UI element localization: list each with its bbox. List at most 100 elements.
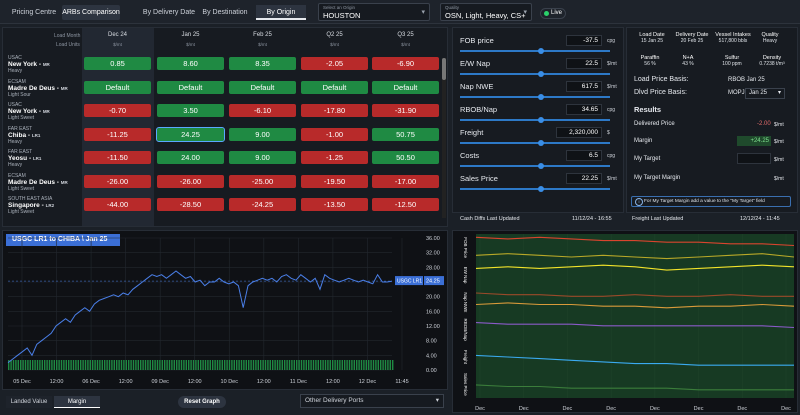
arb-cell[interactable]: 50.75 xyxy=(372,127,439,141)
arb-cell[interactable]: -1.25 xyxy=(301,151,368,164)
row-label[interactable]: ECSAM Madre De Deus - MR Light Sour xyxy=(8,79,76,98)
volume-bar xyxy=(346,360,348,370)
slider-track[interactable] xyxy=(460,48,610,54)
arb-cell[interactable]: -24.25 xyxy=(229,198,296,211)
dlvd-month-select[interactable]: Jan 25 ▾ xyxy=(745,88,785,99)
arb-cell[interactable]: -6.10 xyxy=(229,104,296,117)
row-label[interactable]: ECSAM Madre De Deus - MR Light Sweet xyxy=(8,173,76,192)
row-label[interactable]: USAC New York - MR Light Sweet xyxy=(8,102,76,121)
arb-cell[interactable]: -6.90 xyxy=(372,57,439,70)
slider-value-input[interactable]: 2,320,000 xyxy=(556,127,602,138)
slider-value-input[interactable]: 22.5 xyxy=(566,58,602,69)
row-label[interactable]: FAR EAST Chiba - LR1 Heavy xyxy=(8,126,76,145)
volume-bar xyxy=(332,360,334,370)
slider-handle[interactable] xyxy=(538,71,544,77)
arb-cell[interactable]: -17.80 xyxy=(301,104,368,117)
arb-cell[interactable]: Default xyxy=(372,80,439,94)
slider-handle[interactable] xyxy=(538,163,544,169)
arb-cell[interactable]: 24.00 xyxy=(157,151,224,164)
slider-value-input[interactable]: -37.5 xyxy=(566,35,602,46)
arb-cell[interactable]: -25.00 xyxy=(229,174,296,188)
arb-cell[interactable]: -2.05 xyxy=(301,57,368,70)
arb-cell[interactable]: 24.25 xyxy=(156,126,225,142)
arb-cell[interactable]: -13.50 xyxy=(301,198,368,211)
volume-bar xyxy=(312,360,315,370)
arb-cell[interactable]: 9.00 xyxy=(229,151,296,164)
arb-cell[interactable]: -28.50 xyxy=(157,198,224,211)
reset-graph-button[interactable]: Reset Graph xyxy=(178,396,226,408)
volume-bar xyxy=(315,360,317,370)
arb-cell[interactable]: -26.00 xyxy=(84,174,151,188)
row-label[interactable]: SOUTH EAST ASIA Singapore - LR2 Light Swee… xyxy=(8,196,76,215)
arb-cell[interactable]: -44.00 xyxy=(84,198,151,211)
slider-track[interactable] xyxy=(460,140,610,146)
arb-cell[interactable]: -26.00 xyxy=(157,174,224,188)
volume-bar xyxy=(185,360,187,370)
slider-handle[interactable] xyxy=(538,117,544,123)
arb-cell[interactable]: 3.50 xyxy=(157,104,224,117)
arb-cell[interactable]: Default xyxy=(84,80,151,94)
tab-by-origin[interactable]: By Origin xyxy=(256,5,306,20)
slider-handle[interactable] xyxy=(538,186,544,192)
slider-value-input[interactable]: 6.5 xyxy=(566,150,602,161)
tab-margin[interactable]: Margin xyxy=(54,396,100,408)
slider-track[interactable] xyxy=(460,117,610,123)
arb-cell[interactable]: -19.50 xyxy=(301,174,368,188)
origin-select[interactable]: Select an Origin HOUSTON ▾ xyxy=(318,3,430,21)
tab-by-delivery-date[interactable]: By Delivery Date xyxy=(142,9,196,16)
arb-cell[interactable]: -17.00 xyxy=(372,174,439,188)
panel-label: Sales Price xyxy=(463,373,468,396)
slider-track[interactable] xyxy=(460,94,610,100)
volume-bar xyxy=(389,360,391,370)
grid-scrollbar[interactable] xyxy=(442,58,446,218)
row-code: LR2 xyxy=(45,203,55,208)
arb-cell[interactable]: -0.70 xyxy=(84,104,151,117)
slider-track[interactable] xyxy=(460,71,610,77)
component-line-chart[interactable]: FOB Price EW Nap Nap NWE RBOB/Nap Freight Sal… xyxy=(452,230,798,413)
component-series-line xyxy=(475,236,795,247)
arb-cell[interactable]: -12.50 xyxy=(372,198,439,211)
arb-cell[interactable]: -11.50 xyxy=(84,151,151,164)
slider-track[interactable] xyxy=(460,163,610,169)
load-month-label: Load Month xyxy=(54,33,81,39)
column-header[interactable]: Jan 25 $/mt xyxy=(156,32,225,47)
arb-cell[interactable]: 8.35 xyxy=(229,57,296,70)
column-header[interactable]: Q3 25 $/mt xyxy=(371,32,440,47)
arb-cell[interactable]: Default xyxy=(229,80,296,94)
slider-handle[interactable] xyxy=(538,94,544,100)
arb-cell[interactable]: Default xyxy=(157,80,224,94)
tab-pricing-centre[interactable]: Pricing Centre xyxy=(11,9,57,16)
slider-track[interactable] xyxy=(460,186,610,192)
tab-arbs-comparison[interactable]: ARBs Comparison xyxy=(62,5,120,20)
volume-bar xyxy=(29,360,31,370)
arb-cell[interactable]: Default xyxy=(301,80,368,94)
arb-cell[interactable]: 0.85 xyxy=(84,57,151,70)
slider-handle[interactable] xyxy=(538,48,544,54)
volume-bar xyxy=(224,360,226,370)
slider-value-input[interactable]: 617.5 xyxy=(566,81,602,92)
dlvd-price-basis-label: Dlvd Price Basis: xyxy=(634,89,687,96)
my-target-input[interactable] xyxy=(737,153,771,164)
arb-cell[interactable]: -11.25 xyxy=(84,127,151,141)
row-label[interactable]: USAC New York - MR Heavy xyxy=(8,55,76,74)
main-line-chart[interactable]: 36.0032.0028.0024.0020.0016.0012.008.004… xyxy=(2,230,448,390)
slider-handle[interactable] xyxy=(538,140,544,146)
arb-cell[interactable]: -31.90 xyxy=(372,104,439,117)
live-badge[interactable]: Live xyxy=(540,8,566,19)
other-delivery-ports-select[interactable]: Other Delivery Ports ▾ xyxy=(300,394,444,408)
column-header[interactable]: Q2 25 $/mt xyxy=(300,32,369,47)
slider-value-input[interactable]: 34.65 xyxy=(566,104,602,115)
slider-value-input[interactable]: 22.25 xyxy=(566,173,602,184)
tab-landed-value[interactable]: Landed Value xyxy=(6,396,52,408)
column-header[interactable]: Feb 25 $/mt xyxy=(228,32,297,47)
arb-cell[interactable]: -1.00 xyxy=(301,127,368,141)
y-tick-label: 32.00 xyxy=(426,251,440,257)
tab-by-destination[interactable]: By Destination xyxy=(202,9,248,16)
arb-cell[interactable]: 50.50 xyxy=(372,151,439,164)
column-header[interactable]: Dec 24 $/mt xyxy=(83,32,152,47)
quality-select[interactable]: Quality OSN, Light, Heavy, CS+ ▾ xyxy=(440,3,532,21)
volume-bar xyxy=(77,360,79,370)
row-label[interactable]: FAR EAST Yeosu - LR1 Heavy xyxy=(8,149,76,168)
arb-cell[interactable]: 9.00 xyxy=(229,127,296,141)
arb-cell[interactable]: 8.60 xyxy=(157,57,224,70)
